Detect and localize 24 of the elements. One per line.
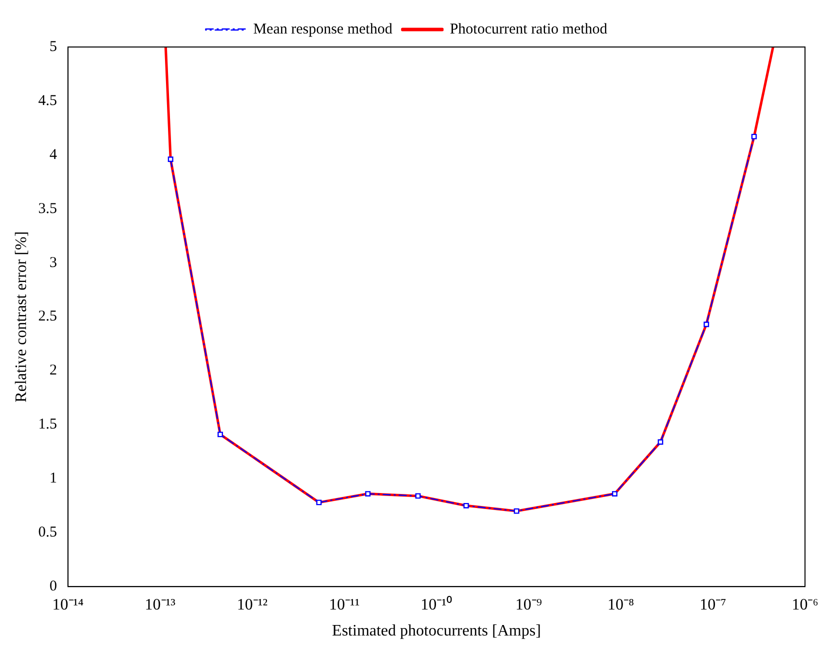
y-tick-label: 4 (49, 146, 58, 163)
x-tick-label: 10⁻¹⁰ (420, 595, 452, 614)
y-tick-label: 3.5 (38, 200, 57, 217)
y-tick-label: 4.5 (38, 92, 57, 109)
y-tick-label: 3 (49, 254, 57, 271)
x-tick-label: 10⁻¹⁴ (52, 596, 84, 614)
y-tick-label: 5 (49, 38, 57, 55)
x-tick-label: 10⁻¹² (236, 596, 268, 614)
y-tick-label: 2.5 (38, 308, 57, 325)
x-tick-label: 10⁻¹³ (144, 596, 176, 614)
x-tick-label: 10⁻⁸ (607, 596, 634, 614)
x-axis-title: Estimated photocurrents [Amps] (332, 622, 541, 640)
y-tick-label: 1.5 (38, 416, 57, 433)
y-tick-label: 1 (49, 470, 57, 487)
x-tick-label: 10⁻¹¹ (329, 596, 360, 614)
legend-label: Photocurrent ratio method (450, 21, 608, 38)
y-tick-label: 0 (49, 578, 57, 595)
y-axis-title: Relative contrast error [%] (12, 231, 30, 402)
x-tick-label: 10⁻⁶ (792, 596, 818, 614)
legend-label: Mean response method (253, 21, 393, 38)
x-tick-label: 10⁻⁹ (515, 596, 542, 614)
y-tick-label: 0.5 (38, 524, 57, 541)
x-tick-label: 10⁻⁷ (700, 596, 726, 614)
y-tick-label: 2 (49, 362, 57, 379)
